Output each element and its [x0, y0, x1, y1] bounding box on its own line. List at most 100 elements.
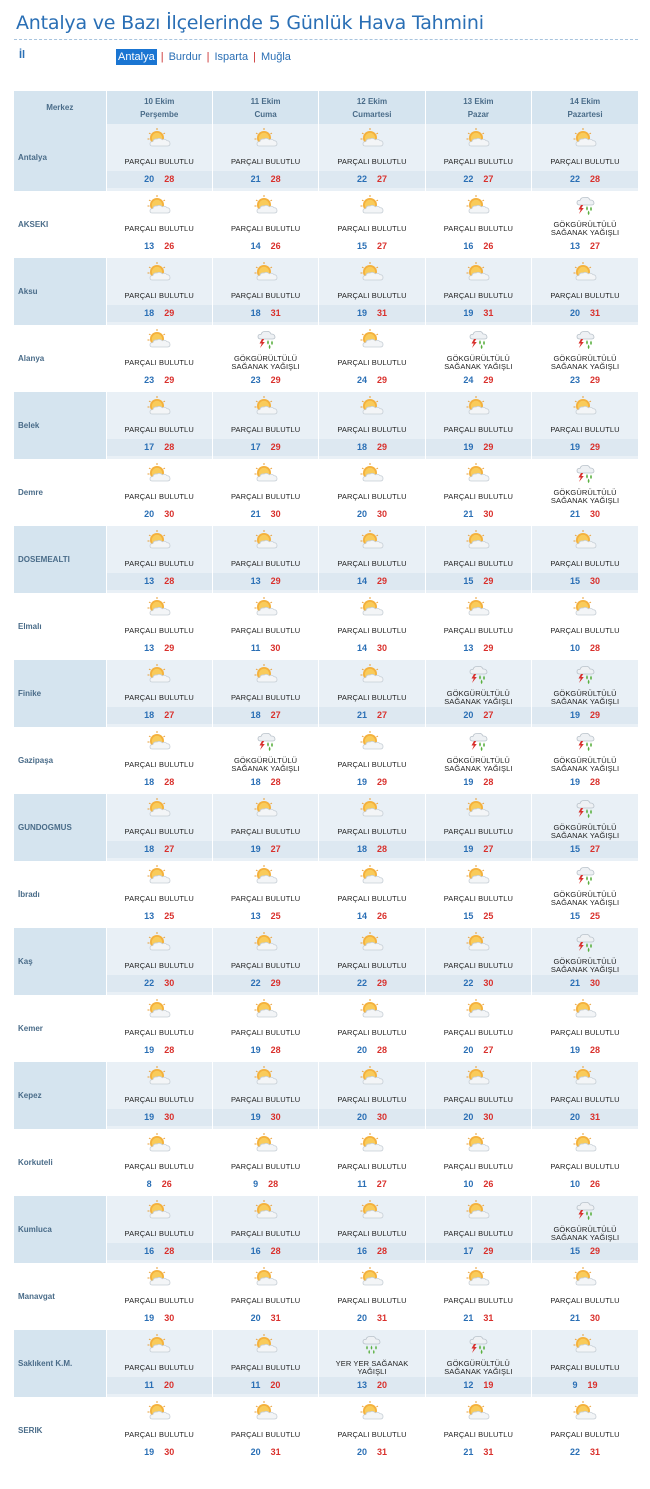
- forecast-cell: PARÇALI BULUTLU 15 27: [318, 191, 426, 258]
- max-temp: 29: [270, 375, 281, 385]
- temperature-range: 21 30: [425, 506, 532, 523]
- temperature-range: 18 29: [106, 305, 212, 322]
- thunderstorm-icon: [465, 1333, 491, 1355]
- condition-line: PARÇALI BULUTLU: [443, 157, 514, 166]
- min-temp: 23: [250, 375, 261, 385]
- temperature-range: 9 28: [212, 1176, 319, 1193]
- condition-line: GÖKGÜRÜLTÜLÜ: [553, 689, 617, 698]
- condition-text: PARÇALI BULUTLU: [319, 694, 424, 702]
- tab-burdur[interactable]: Burdur: [168, 51, 202, 63]
- condition-text: PARÇALI BULUTLU: [426, 895, 531, 903]
- condition-text: PARÇALI BULUTLU: [213, 493, 318, 501]
- condition-line: GÖKGÜRÜLTÜLÜ: [553, 488, 617, 497]
- rain-shower-icon: [359, 1333, 385, 1355]
- partly-cloudy-icon: [572, 1266, 598, 1288]
- partly-cloudy-icon: [253, 261, 279, 283]
- condition-text: PARÇALI BULUTLU: [107, 292, 212, 300]
- condition-text: PARÇALI BULUTLU: [319, 359, 424, 367]
- partly-cloudy-icon: [359, 127, 385, 149]
- tab-mugla[interactable]: Muğla: [260, 51, 291, 63]
- city-name: Elmalı: [14, 593, 107, 660]
- condition-text: PARÇALI BULUTLU: [319, 895, 424, 903]
- forecast-cell: PARÇALI BULUTLU 17 29: [425, 1196, 533, 1263]
- min-temp: 19: [144, 1045, 155, 1055]
- forecast-cell: PARÇALI BULUTLU 17 28: [106, 392, 213, 459]
- condition-text: PARÇALI BULUTLU: [319, 158, 424, 166]
- city-name: Gazipaşa: [14, 727, 107, 794]
- condition-line: PARÇALI BULUTLU: [230, 1229, 301, 1238]
- partly-cloudy-icon: [572, 1132, 598, 1154]
- forecast-cell: GÖKGÜRÜLTÜLÜ SAĞANAK YAĞIŞLI 23 29: [531, 325, 638, 392]
- temperature-range: 20 28: [319, 1042, 425, 1059]
- min-temp: 8: [146, 1179, 152, 1189]
- forecast-cell: PARÇALI BULUTLU 19 30: [106, 1263, 213, 1330]
- condition-line: SAĞANAK YAĞIŞLI: [550, 362, 620, 371]
- partly-cloudy-icon: [465, 127, 491, 149]
- max-temp: 27: [376, 241, 387, 251]
- min-temp: 14: [356, 576, 367, 586]
- forecast-cell: PARÇALI BULUTLU 20 31: [318, 1397, 426, 1464]
- temperature-range: 20 31: [319, 1444, 425, 1461]
- min-temp: 20: [144, 174, 155, 184]
- max-temp: 30: [376, 1112, 387, 1122]
- forecast-cell: PARÇALI BULUTLU 14 30: [318, 593, 426, 660]
- condition-line: PARÇALI BULUTLU: [443, 827, 514, 836]
- temperature-range: 16 26: [425, 238, 532, 255]
- max-temp: 29: [376, 442, 387, 452]
- temperature-range: 18 28: [106, 774, 212, 791]
- condition-text: PARÇALI BULUTLU: [213, 292, 318, 300]
- tab-antalya[interactable]: Antalya: [116, 49, 157, 65]
- partly-cloudy-icon: [465, 931, 491, 953]
- forecast-cell: PARÇALI BULUTLU 20 31: [531, 1062, 638, 1129]
- condition-text: PARÇALI BULUTLU: [319, 1163, 424, 1171]
- max-temp: 27: [590, 844, 601, 854]
- condition-line: PARÇALI BULUTLU: [550, 291, 620, 300]
- temperature-range: 20 30: [319, 1109, 425, 1126]
- condition-line: PARÇALI BULUTLU: [124, 961, 194, 970]
- condition-line: SAĞANAK YAĞIŞLI: [550, 1233, 620, 1242]
- max-temp: 30: [590, 576, 601, 586]
- tab-isparta[interactable]: Isparta: [214, 51, 249, 63]
- max-temp: 29: [590, 1246, 601, 1256]
- city-name: SERIK: [14, 1397, 107, 1464]
- forecast-cell: GÖKGÜRÜLTÜLÜ SAĞANAK YAĞIŞLI 15 27: [531, 794, 638, 861]
- max-temp: 27: [376, 174, 387, 184]
- forecast-cell: PARÇALI BULUTLU 21 31: [425, 1263, 533, 1330]
- temperature-range: 21 30: [532, 506, 638, 523]
- temperature-range: 18 27: [212, 707, 319, 724]
- temperature-range: 14 29: [319, 573, 425, 590]
- condition-text: PARÇALI BULUTLU: [107, 1297, 212, 1305]
- max-temp: 28: [270, 174, 281, 184]
- forecast-cell: GÖKGÜRÜLTÜLÜ SAĞANAK YAĞIŞLI 15 29: [531, 1196, 638, 1263]
- min-temp: 16: [463, 241, 474, 251]
- temperature-range: 19 28: [532, 774, 638, 791]
- forecast-cell: PARÇALI BULUTLU 8 26: [106, 1129, 213, 1196]
- condition-line: PARÇALI BULUTLU: [443, 1296, 514, 1305]
- forecast-cell: PARÇALI BULUTLU 16 28: [212, 1196, 320, 1263]
- min-temp: 19: [463, 844, 474, 854]
- condition-line: GÖKGÜRÜLTÜLÜ: [553, 890, 617, 899]
- temperature-range: 19 31: [425, 305, 532, 322]
- forecast-row: Belek PARÇALI BULUTLU 17 28 PARÇALI BULUTLU 1…: [14, 392, 638, 459]
- max-temp: 31: [270, 1447, 281, 1457]
- condition-line: PARÇALI BULUTLU: [337, 693, 407, 702]
- temperature-range: 19 30: [106, 1310, 212, 1327]
- condition-text: PARÇALI BULUTLU: [532, 627, 638, 635]
- temperature-range: 18 27: [106, 841, 212, 858]
- min-temp: 22: [463, 174, 474, 184]
- temperature-range: 19 27: [425, 841, 532, 858]
- temperature-range: 22 30: [425, 975, 532, 992]
- city-name: Korkuteli: [14, 1129, 107, 1196]
- min-temp: 20: [250, 1447, 261, 1457]
- forecast-cell: PARÇALI BULUTLU 13 28: [106, 526, 213, 593]
- min-temp: 20: [356, 1447, 367, 1457]
- forecast-cell: PARÇALI BULUTLU 23 29: [106, 325, 213, 392]
- min-temp: 21: [570, 509, 581, 519]
- temperature-range: 11 27: [319, 1176, 425, 1193]
- condition-text: PARÇALI BULUTLU: [426, 962, 531, 970]
- forecast-cell: PARÇALI BULUTLU 14 26: [318, 861, 426, 928]
- condition-text: PARÇALI BULUTLU: [426, 158, 531, 166]
- forecast-cell: PARÇALI BULUTLU 22 28: [531, 124, 638, 191]
- forecast-cell: PARÇALI BULUTLU 19 30: [106, 1062, 213, 1129]
- partly-cloudy-icon: [146, 1266, 172, 1288]
